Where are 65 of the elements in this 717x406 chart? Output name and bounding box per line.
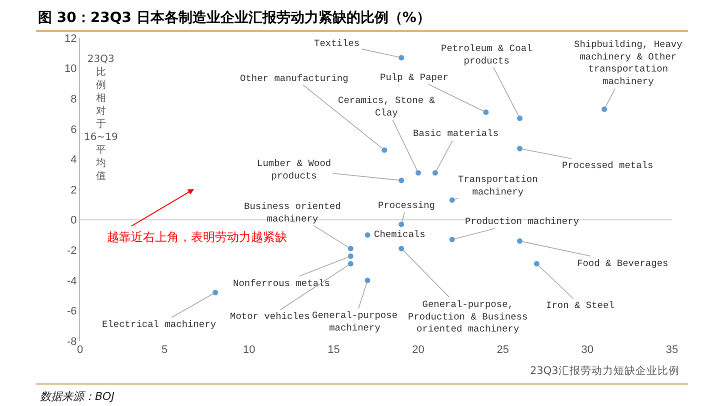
y-tick-label: 8	[70, 93, 77, 106]
y-tick-label: -6	[67, 306, 77, 318]
x-tick-label: 10	[243, 344, 256, 356]
y-tick-label: 0	[70, 214, 77, 227]
annotation: General-purpose, Production & Business oriented machinery	[408, 299, 528, 335]
point	[483, 109, 489, 115]
annotation: Nonferrous metals	[233, 278, 330, 289]
point	[398, 222, 404, 228]
annotation: Motor vehicles	[230, 311, 310, 322]
annotation: Ceramics, Stone & Clay	[338, 95, 436, 118]
chart-title: 图 30：23Q3 日本各制造业企业汇报劳动力紧缺的比例（%）	[38, 10, 430, 26]
x-tick-label: 20	[412, 344, 424, 356]
annotation: Petroleum & Coal products	[441, 43, 533, 66]
annotation: Shipbuilding, Heavy machinery & Other transportation machinery	[574, 39, 683, 88]
point	[348, 253, 354, 259]
source-note: 数据来源：BOJ	[40, 390, 114, 403]
annotation: Basic materials	[413, 128, 499, 139]
point	[449, 236, 455, 242]
point	[398, 178, 404, 184]
y-tick-label: 10	[64, 63, 77, 76]
point	[517, 238, 523, 244]
point	[416, 170, 422, 176]
annotation: Processed metals	[562, 160, 654, 171]
point	[432, 170, 438, 176]
x-axis-title: 23Q3汇报劳动力短缺企业比例	[530, 364, 680, 377]
point	[517, 116, 523, 122]
point	[364, 232, 370, 238]
text: 23Q3比例相对于16~19平均值	[84, 54, 118, 182]
y-tick-label: -4	[67, 275, 77, 288]
annotation: Chemicals	[374, 229, 426, 240]
y-tick-label: 12	[64, 32, 77, 45]
annotation: Processing	[378, 200, 436, 211]
annotation: General-purpose machinery	[312, 310, 398, 334]
annotation: Other manufacturing	[240, 73, 348, 84]
annotation: Pulp & Paper	[380, 72, 448, 83]
annotation: Textiles	[314, 38, 360, 49]
y-tick-label: -2	[67, 244, 77, 257]
point	[398, 54, 404, 60]
annotation: Electrical machinery	[102, 319, 216, 330]
annotation: Iron & Steel	[546, 300, 615, 311]
point	[517, 146, 523, 152]
annotation: Production machinery	[465, 216, 580, 227]
x-tick-label: 35	[666, 344, 678, 356]
annotation: Transportation machinery	[458, 174, 538, 198]
x-tick-label: 30	[581, 344, 594, 356]
point	[382, 147, 388, 153]
annotation: Lumber & Wood products	[257, 158, 332, 182]
point	[602, 106, 608, 112]
y-tick-label: 4	[70, 154, 77, 166]
y-tick-label: -8	[67, 336, 77, 348]
annotation: 越靠近右上角，表明劳动力越紧缺	[107, 230, 287, 244]
point	[348, 260, 354, 266]
point	[534, 260, 540, 266]
point	[449, 197, 455, 203]
y-tick-label: 2	[70, 184, 77, 196]
point	[348, 246, 354, 252]
annotation: Business oriented machinery	[244, 201, 341, 224]
point	[398, 246, 404, 252]
point	[364, 278, 370, 284]
annotation: Food & Beverages	[577, 258, 668, 269]
x-tick-label: 15	[328, 344, 340, 356]
x-tick-label: 25	[496, 344, 509, 356]
x-tick-label: 5	[162, 344, 168, 356]
y-tick-label: 6	[70, 124, 77, 136]
point	[212, 290, 218, 296]
